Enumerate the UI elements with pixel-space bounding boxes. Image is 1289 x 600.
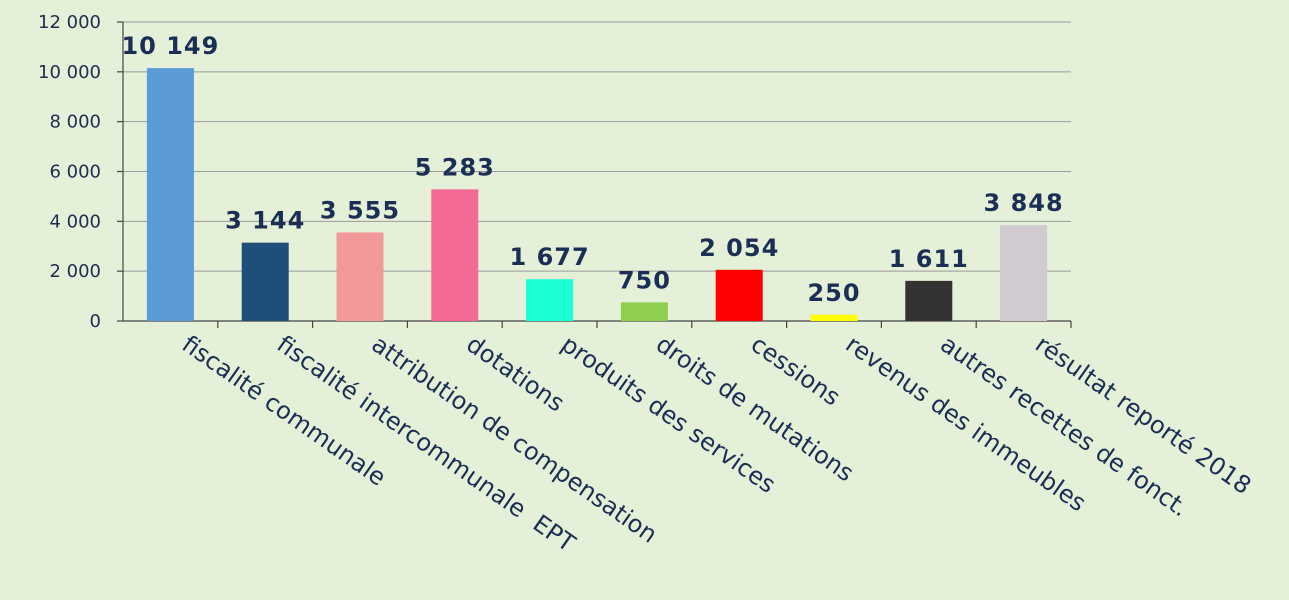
data-label: 5 283: [415, 153, 495, 181]
y-tick-label: 2 000: [49, 261, 101, 282]
bar-5: [526, 279, 574, 321]
bar-8: [810, 314, 858, 321]
data-label: 2 054: [699, 234, 779, 262]
data-label: 1 611: [889, 245, 969, 273]
data-label: 3 848: [984, 189, 1064, 217]
data-label: 10 149: [121, 32, 219, 60]
y-tick-label: 4 000: [49, 211, 101, 232]
bar-10: [1000, 225, 1048, 321]
data-label: 1 677: [510, 243, 590, 271]
data-label: 750: [618, 266, 671, 294]
y-tick-label: 6 000: [49, 162, 101, 183]
y-tick-label: 8 000: [49, 112, 101, 133]
bar-1: [146, 68, 194, 321]
data-label: 3 144: [225, 207, 305, 235]
bar-9: [905, 280, 953, 321]
bar-2: [241, 242, 289, 321]
y-tick-label: 0: [90, 311, 101, 332]
bar-3: [336, 232, 384, 321]
bar-7: [715, 269, 763, 321]
data-label: 3 555: [320, 196, 400, 224]
y-tick-label: 10 000: [38, 62, 101, 83]
data-label: 250: [807, 279, 860, 307]
bar-6: [620, 302, 668, 321]
bar-4: [431, 189, 479, 321]
y-tick-label: 12 000: [38, 12, 101, 33]
